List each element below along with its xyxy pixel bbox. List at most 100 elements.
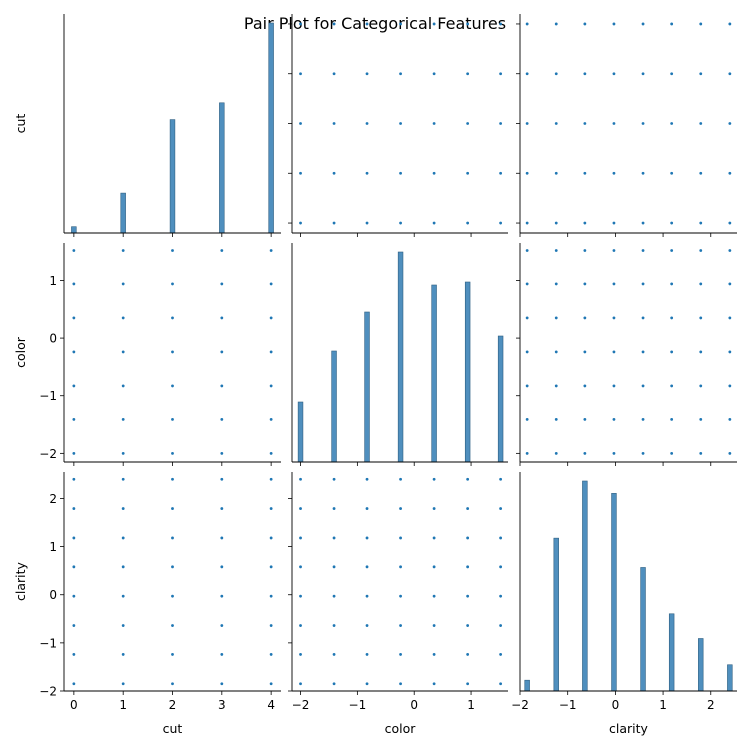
scatter-point bbox=[670, 249, 674, 252]
scatter-point bbox=[670, 384, 674, 388]
scatter-point bbox=[728, 451, 732, 455]
scatter-point bbox=[72, 624, 76, 627]
hist-bar bbox=[698, 638, 704, 692]
scatter-point bbox=[171, 350, 174, 354]
scatter-point bbox=[269, 316, 273, 320]
scatter-point bbox=[121, 536, 125, 540]
scatter-point bbox=[583, 384, 587, 388]
scatter-point bbox=[399, 565, 402, 569]
scatter-point bbox=[612, 384, 616, 388]
scatter-point bbox=[121, 477, 125, 481]
scatter-point bbox=[699, 417, 703, 421]
scatter-point bbox=[525, 122, 529, 125]
scatter-point bbox=[269, 682, 273, 686]
scatter-point bbox=[399, 477, 402, 481]
scatter-point bbox=[121, 565, 125, 569]
scatter-point bbox=[554, 221, 558, 225]
scatter-point bbox=[171, 565, 174, 569]
scatter-point bbox=[499, 536, 503, 540]
panel-color-vs-color bbox=[291, 243, 508, 466]
y-tick-label: 2 bbox=[49, 492, 57, 506]
scatter-point bbox=[269, 624, 273, 627]
scatter-point bbox=[432, 22, 436, 26]
x-tick-label: 1 bbox=[119, 698, 127, 712]
scatter-point bbox=[466, 682, 470, 686]
hist-bar bbox=[71, 226, 77, 234]
scatter-point bbox=[499, 682, 503, 686]
hist-bar bbox=[431, 284, 437, 463]
x-tick-label: 0 bbox=[410, 698, 418, 712]
hist-bar bbox=[497, 335, 504, 463]
scatter-point bbox=[332, 122, 336, 125]
scatter-point bbox=[554, 171, 558, 175]
scatter-point bbox=[525, 221, 529, 225]
scatter-point bbox=[399, 653, 402, 656]
scatter-point bbox=[269, 477, 273, 481]
scatter-point bbox=[299, 536, 302, 540]
scatter-point bbox=[612, 122, 616, 125]
scatter-point bbox=[299, 72, 302, 76]
x-tick-label: 1 bbox=[467, 698, 475, 712]
panel-cut-vs-cut bbox=[63, 14, 281, 237]
scatter-point bbox=[332, 507, 336, 510]
hist-bar bbox=[640, 567, 646, 692]
scatter-point bbox=[72, 507, 76, 510]
scatter-point bbox=[525, 249, 529, 252]
x-tick-label: −2 bbox=[511, 698, 529, 712]
scatter-point bbox=[332, 171, 336, 175]
hist-bar bbox=[169, 119, 176, 234]
scatter-point bbox=[612, 350, 616, 354]
scatter-point bbox=[432, 653, 436, 656]
scatter-point bbox=[299, 653, 302, 656]
scatter-point bbox=[670, 451, 674, 455]
scatter-point bbox=[332, 682, 336, 686]
hist-bar bbox=[397, 251, 404, 463]
scatter-point bbox=[269, 417, 273, 421]
x-tick-label: 2 bbox=[169, 698, 177, 712]
scatter-point bbox=[332, 72, 336, 76]
hist-bar bbox=[524, 679, 530, 692]
x-tick-label: 3 bbox=[218, 698, 226, 712]
scatter-point bbox=[399, 507, 402, 510]
scatter-point bbox=[612, 249, 616, 252]
scatter-point bbox=[171, 682, 174, 686]
scatter-point bbox=[525, 384, 529, 388]
scatter-point bbox=[220, 653, 224, 656]
scatter-point bbox=[466, 72, 470, 76]
scatter-point bbox=[399, 171, 402, 175]
scatter-point bbox=[499, 22, 503, 26]
scatter-point bbox=[525, 417, 529, 421]
scatter-point bbox=[699, 316, 703, 320]
scatter-point bbox=[269, 451, 273, 455]
scatter-point bbox=[171, 624, 174, 627]
scatter-point bbox=[332, 594, 336, 598]
scatter-point bbox=[220, 384, 224, 388]
scatter-point bbox=[121, 682, 125, 686]
scatter-point bbox=[525, 72, 529, 76]
scatter-point bbox=[699, 350, 703, 354]
scatter-point bbox=[365, 565, 369, 569]
scatter-point bbox=[365, 171, 369, 175]
scatter-point bbox=[299, 22, 302, 26]
panel-color-vs-clarity bbox=[516, 243, 737, 466]
scatter-point bbox=[399, 122, 402, 125]
scatter-point bbox=[466, 624, 470, 627]
scatter-point bbox=[72, 536, 76, 540]
scatter-point bbox=[365, 221, 369, 225]
x-tick-label: 1 bbox=[659, 698, 667, 712]
y-tick-label: 0 bbox=[49, 588, 57, 602]
scatter-point bbox=[432, 682, 436, 686]
scatter-point bbox=[499, 171, 503, 175]
scatter-point bbox=[332, 22, 336, 26]
y-tick-label: −2 bbox=[39, 685, 57, 699]
scatter-point bbox=[554, 316, 558, 320]
scatter-point bbox=[525, 316, 529, 320]
scatter-point bbox=[554, 350, 558, 354]
x-tick-label: 0 bbox=[612, 698, 620, 712]
scatter-point bbox=[72, 282, 76, 286]
scatter-point bbox=[525, 22, 529, 26]
scatter-point bbox=[332, 477, 336, 481]
scatter-point bbox=[641, 171, 645, 175]
scatter-point bbox=[299, 122, 302, 125]
